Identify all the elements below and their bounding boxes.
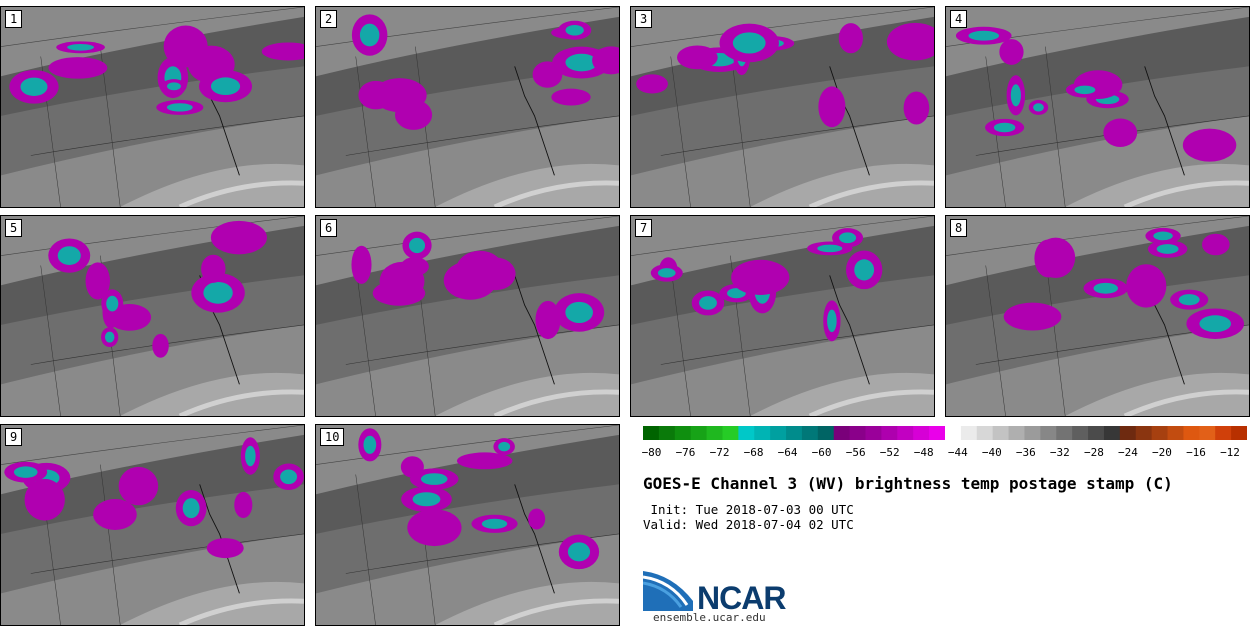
colorbar-bin: [913, 426, 930, 440]
colorbar-tick-label: −72: [709, 446, 730, 459]
colorbar-bin: [976, 426, 994, 440]
colorbar-bin: [1103, 426, 1121, 440]
colorbar-bin: [817, 426, 835, 440]
colorbar-bin: [849, 426, 867, 440]
colorbar-tick-label: −32: [1049, 446, 1070, 459]
colorbar: [643, 426, 1247, 440]
colorbar-tick-label: −48: [913, 446, 934, 459]
panel-number: 4: [950, 10, 968, 28]
colorbar-tick-label: −56: [845, 446, 866, 459]
colorbar-bin: [881, 426, 898, 440]
colorbar-bin: [643, 426, 660, 440]
colorbar-bin: [1199, 426, 1216, 440]
colorbar-tick-label: −40: [981, 446, 1002, 459]
colorbar-tick-label: −28: [1083, 446, 1104, 459]
init-time: Init: Tue 2018-07-03 00 UTC: [643, 502, 854, 517]
colorbar-bin: [945, 426, 962, 440]
panel-number: 5: [5, 219, 23, 237]
colorbar-bin: [754, 426, 771, 440]
colorbar-tick-label: −52: [879, 446, 900, 459]
colorbar-bin: [960, 426, 978, 440]
colorbar-bin: [770, 426, 787, 440]
colorbar-tick-label: −20: [1151, 446, 1172, 459]
valid-time: Valid: Wed 2018-07-04 02 UTC: [643, 517, 854, 532]
colorbar-tick-label: −76: [675, 446, 696, 459]
colorbar-bin: [1183, 426, 1200, 440]
colorbar-bin: [690, 426, 708, 440]
logo-name: NCAR: [697, 580, 786, 616]
colorbar-bin: [929, 426, 946, 440]
map-panel: 5: [0, 215, 305, 417]
colorbar-bin: [1119, 426, 1137, 440]
colorbar-bin: [1167, 426, 1184, 440]
colorbar-bin: [706, 426, 723, 440]
colorbar-bin: [1215, 426, 1232, 440]
colorbar-tick-label: −60: [811, 446, 832, 459]
colorbar-bin: [992, 426, 1010, 440]
colorbar-tick-label: −64: [777, 446, 798, 459]
colorbar-tick-label: −68: [743, 446, 764, 459]
colorbar-tick-label: −16: [1186, 446, 1206, 459]
panel-number: 2: [320, 10, 338, 28]
colorbar-bin: [1135, 426, 1153, 440]
colorbar-bin: [1040, 426, 1057, 440]
colorbar-tick-label: −36: [1015, 446, 1036, 459]
map-panel: 7: [630, 215, 935, 417]
colorbar-bin: [897, 426, 914, 440]
map-panel: 9: [0, 424, 305, 626]
colorbar-bin: [1151, 426, 1169, 440]
colorbar-tick-label: −24: [1117, 446, 1138, 459]
map-panel: 2: [315, 6, 620, 208]
colorbar-tick-label: −80: [641, 446, 662, 459]
panel-number: 9: [5, 428, 23, 446]
map-panel: 8: [945, 215, 1250, 417]
map-panel: 3: [630, 6, 935, 208]
colorbar-bin: [1088, 426, 1105, 440]
colorbar-tick-label: −12: [1220, 446, 1240, 459]
colorbar-bin: [1072, 426, 1089, 440]
colorbar-bin: [1024, 426, 1041, 440]
colorbar-bin: [674, 426, 692, 440]
colorbar-bin: [1008, 426, 1025, 440]
colorbar-bin: [738, 426, 755, 440]
map-panel: 4: [945, 6, 1250, 208]
colorbar-bin: [1231, 426, 1247, 440]
map-panel: 6: [315, 215, 620, 417]
panel-number: 10: [320, 428, 345, 446]
panel-number: 6: [320, 219, 338, 237]
colorbar-bin: [722, 426, 739, 440]
panel-number: 8: [950, 219, 968, 237]
map-panel: 1: [0, 6, 305, 208]
map-panel: 10: [315, 424, 620, 626]
ncar-logo-icon: [643, 571, 693, 611]
colorbar-bin: [865, 426, 882, 440]
panel-number: 3: [635, 10, 653, 28]
colorbar-bin: [833, 426, 851, 440]
colorbar-tick-label: −44: [947, 446, 968, 459]
panel-number: 1: [5, 10, 23, 28]
colorbar-bin: [801, 426, 819, 440]
figure-title: GOES-E Channel 3 (WV) brightness temp po…: [643, 474, 1173, 493]
colorbar-bin: [658, 426, 676, 440]
panel-number: 7: [635, 219, 653, 237]
logo-url: ensemble.ucar.edu: [653, 611, 766, 624]
colorbar-bin: [1056, 426, 1073, 440]
colorbar-bin: [786, 426, 803, 440]
